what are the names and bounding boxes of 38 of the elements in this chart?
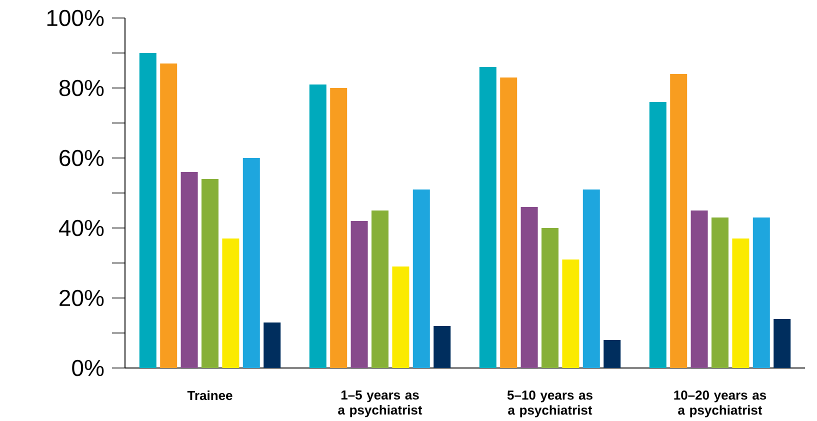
y-tick-label: 40% (58, 220, 104, 236)
bar (479, 67, 496, 368)
bar (180, 172, 198, 368)
bar (562, 260, 580, 368)
bar (604, 340, 621, 368)
bar (350, 221, 368, 368)
y-tick-label: 100% (47, 10, 104, 26)
x-tick-label: 1–5 years as a psychiatrist (338, 390, 422, 418)
bar (582, 190, 600, 368)
bar (139, 53, 156, 368)
bar (264, 322, 281, 368)
bar (202, 179, 218, 368)
bar (330, 88, 348, 368)
y-tick-label: 20% (60, 290, 104, 306)
bar (222, 238, 240, 368)
bar (242, 158, 260, 368)
bar (690, 210, 708, 368)
bar (434, 326, 451, 368)
bar (670, 74, 688, 368)
x-tick-label: 5–10 years as a psychiatrist (507, 390, 592, 418)
bar (392, 266, 410, 368)
bar (520, 207, 538, 368)
bar (752, 218, 770, 368)
bar (649, 102, 666, 368)
bar (372, 210, 388, 368)
bar (309, 84, 326, 368)
y-tick-label: 60% (60, 150, 104, 166)
bar (160, 64, 178, 368)
bar (732, 238, 750, 368)
bar (500, 78, 518, 368)
x-tick-label: Trainee (187, 390, 232, 400)
y-tick-label: 80% (59, 80, 104, 96)
bar (712, 218, 729, 368)
bar (542, 228, 558, 368)
bar (774, 319, 791, 368)
x-tick-label: 10–20 years as a psychiatrist (674, 390, 766, 418)
bar (412, 190, 430, 368)
y-tick-label: 0% (72, 360, 104, 376)
